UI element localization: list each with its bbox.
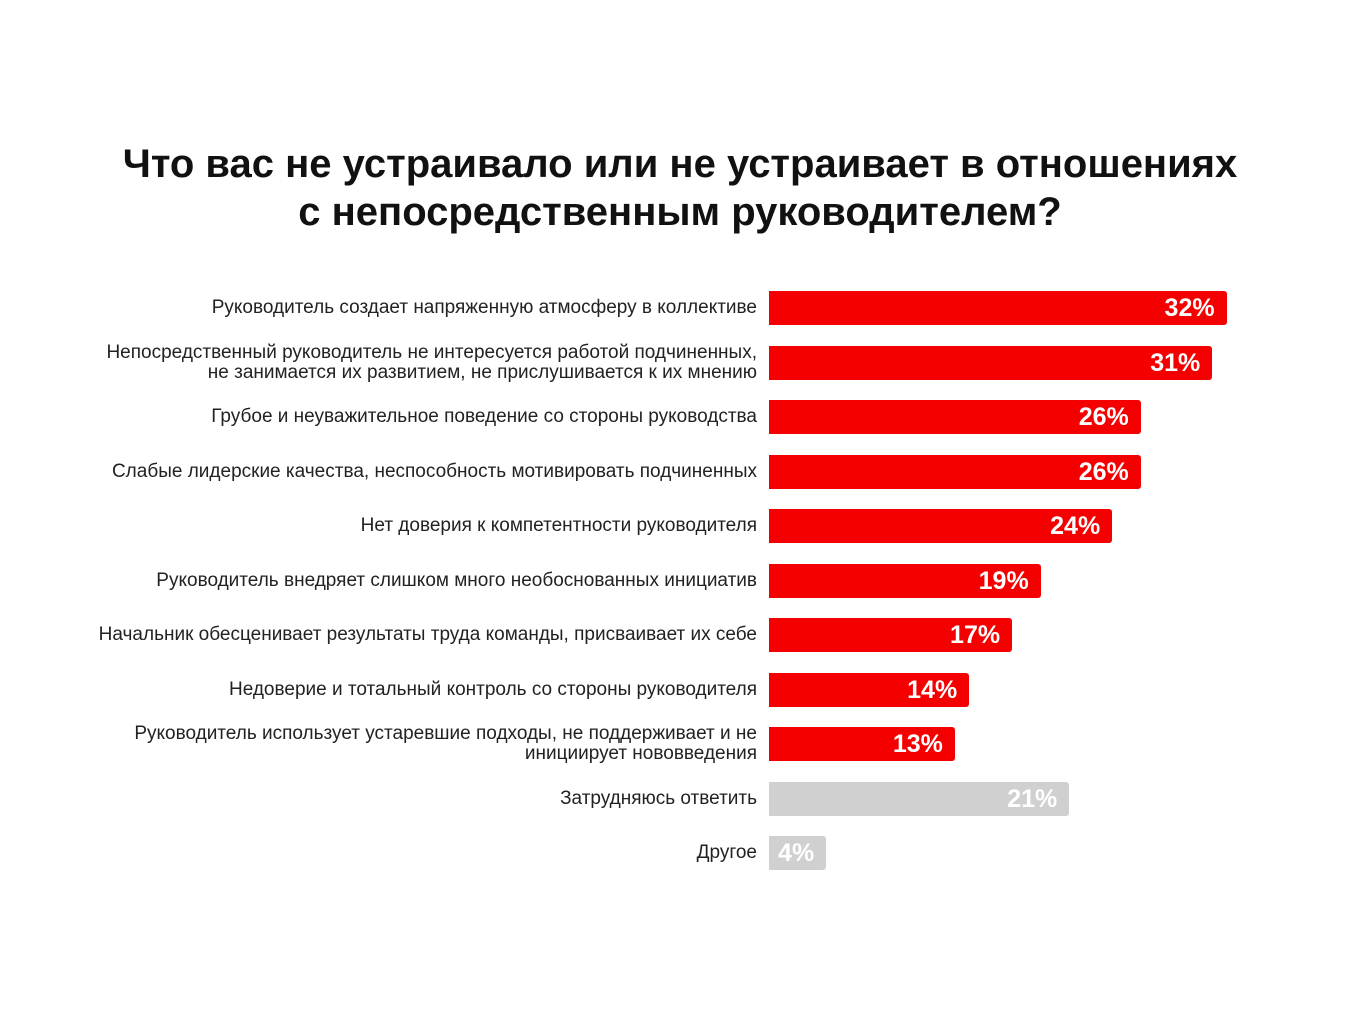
value-label: 32% bbox=[1164, 294, 1215, 322]
bar bbox=[769, 836, 827, 870]
category-label: Непосредственный руководитель не интерес… bbox=[106, 341, 757, 383]
value-label: 31% bbox=[1150, 348, 1201, 377]
category-label: Другое bbox=[696, 842, 757, 863]
value-label: 14% bbox=[907, 675, 958, 704]
bar bbox=[769, 781, 1070, 816]
value-label: 26% bbox=[1078, 403, 1129, 431]
bar bbox=[769, 454, 1141, 489]
category-label: Затрудняюсь ответить bbox=[560, 787, 757, 809]
category-label: Нет доверия к компетентности руководител… bbox=[360, 515, 757, 536]
category-label: Недоверие и тотальный контроль со сторон… bbox=[228, 678, 757, 700]
bar bbox=[769, 727, 955, 761]
category-label: Слабые лидерские качества, неспособность… bbox=[111, 460, 757, 482]
bar bbox=[769, 563, 1041, 598]
bar bbox=[769, 291, 1227, 325]
value-label: 13% bbox=[892, 730, 943, 758]
value-label: 21% bbox=[1007, 784, 1058, 813]
bar bbox=[769, 672, 970, 707]
value-label: 4% bbox=[778, 839, 815, 867]
category-label: Руководитель внедряет слишком много необ… bbox=[156, 569, 757, 591]
value-label: 26% bbox=[1078, 457, 1129, 486]
bar bbox=[769, 618, 1013, 652]
value-label: 19% bbox=[978, 566, 1029, 595]
category-label: Руководитель создает напряженную атмосфе… bbox=[211, 297, 757, 318]
bar bbox=[769, 345, 1213, 380]
bar bbox=[769, 509, 1113, 543]
category-label: Руководитель использует устаревшие подхо… bbox=[134, 723, 757, 764]
value-label: 17% bbox=[950, 621, 1001, 649]
category-label: Начальник обесценивает результаты труда … bbox=[98, 624, 757, 645]
value-label: 24% bbox=[1050, 512, 1101, 540]
bar bbox=[769, 400, 1141, 434]
category-label: Грубое и неуважительное поведение со сто… bbox=[211, 406, 757, 427]
chart-title: Что вас не устраивало или не устраивает … bbox=[122, 142, 1238, 234]
